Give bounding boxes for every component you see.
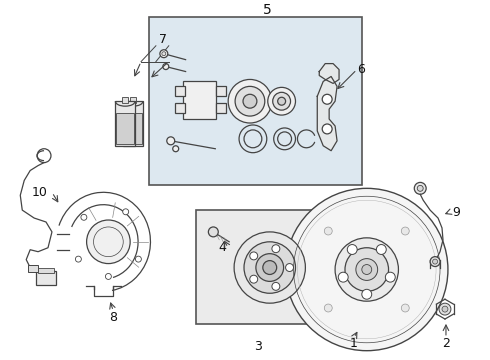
Circle shape: [235, 86, 265, 116]
Bar: [149, 17, 362, 185]
Bar: [130, 97, 136, 103]
Circle shape: [278, 97, 286, 105]
Circle shape: [228, 80, 272, 123]
Circle shape: [163, 64, 169, 69]
Circle shape: [322, 124, 332, 134]
Circle shape: [256, 254, 284, 282]
Bar: [124, 113, 142, 144]
Circle shape: [338, 272, 348, 282]
Circle shape: [430, 257, 440, 266]
Circle shape: [286, 188, 448, 351]
Circle shape: [417, 185, 423, 191]
Circle shape: [122, 209, 129, 215]
Circle shape: [234, 232, 305, 303]
Text: 6: 6: [357, 63, 365, 76]
Circle shape: [87, 220, 130, 264]
Circle shape: [81, 214, 87, 220]
Circle shape: [414, 183, 426, 194]
Circle shape: [272, 282, 280, 290]
Circle shape: [244, 242, 295, 293]
Text: 9: 9: [452, 206, 460, 219]
Circle shape: [272, 245, 280, 253]
Circle shape: [268, 87, 295, 115]
Circle shape: [345, 248, 389, 291]
Circle shape: [322, 94, 332, 104]
Circle shape: [442, 306, 448, 312]
Bar: [175, 103, 185, 113]
Bar: [175, 86, 185, 96]
Bar: [196, 210, 314, 324]
Circle shape: [208, 227, 218, 237]
Text: 3: 3: [254, 340, 262, 353]
Circle shape: [401, 304, 409, 312]
Text: 10: 10: [32, 186, 48, 199]
Text: 5: 5: [264, 3, 272, 17]
Circle shape: [401, 227, 409, 235]
Circle shape: [273, 92, 291, 110]
Bar: [36, 271, 56, 285]
Circle shape: [250, 252, 258, 260]
Circle shape: [356, 258, 378, 280]
Polygon shape: [319, 64, 339, 84]
Circle shape: [160, 50, 168, 58]
Polygon shape: [317, 76, 337, 151]
Circle shape: [263, 261, 277, 274]
Circle shape: [433, 259, 438, 264]
Bar: [115, 101, 135, 146]
Text: 7: 7: [159, 33, 167, 46]
Circle shape: [105, 274, 111, 279]
Circle shape: [385, 272, 395, 282]
Circle shape: [362, 289, 372, 299]
Circle shape: [167, 137, 175, 145]
Bar: [216, 86, 226, 96]
Circle shape: [347, 244, 357, 255]
Bar: [123, 101, 143, 146]
Text: 1: 1: [350, 337, 358, 350]
Circle shape: [173, 146, 179, 152]
Circle shape: [286, 264, 294, 271]
Circle shape: [335, 238, 398, 301]
Text: 8: 8: [109, 311, 117, 324]
Bar: [116, 113, 134, 144]
Circle shape: [243, 94, 257, 108]
Bar: [183, 81, 216, 119]
Circle shape: [376, 244, 386, 255]
Bar: [38, 267, 54, 274]
Circle shape: [439, 303, 451, 315]
Text: 2: 2: [442, 337, 450, 350]
Circle shape: [324, 304, 332, 312]
Bar: [122, 97, 128, 103]
Bar: [28, 265, 38, 273]
Circle shape: [135, 256, 141, 262]
Text: 4: 4: [218, 241, 226, 254]
Circle shape: [324, 227, 332, 235]
Circle shape: [75, 256, 81, 262]
Bar: [216, 103, 226, 113]
Circle shape: [162, 52, 166, 56]
Circle shape: [250, 275, 258, 283]
Circle shape: [362, 265, 372, 274]
